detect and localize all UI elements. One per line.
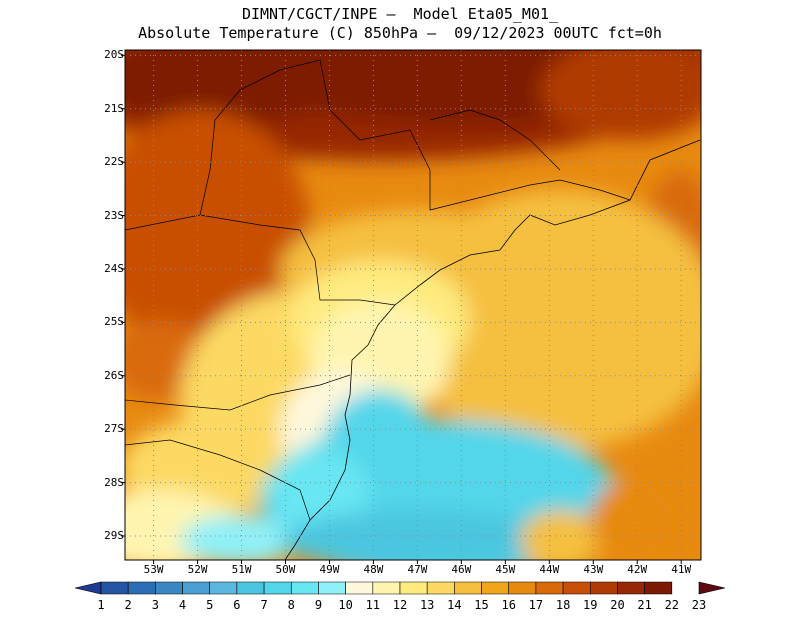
latitude-label: 24S <box>104 261 124 275</box>
colorbar-swatch <box>644 581 673 595</box>
colorbar-label: 4 <box>178 598 187 612</box>
longitude-label: 42W <box>627 563 648 576</box>
longitude-label: 48W <box>363 563 384 576</box>
latitude-label: 28S <box>104 475 124 489</box>
colorbar-swatch <box>100 581 129 595</box>
colorbar-swatch <box>372 581 401 595</box>
colorbar-swatch <box>155 581 183 595</box>
longitude-label: 49W <box>319 563 340 576</box>
axis-ticks <box>121 54 682 564</box>
longitude-label: 53W <box>143 563 164 576</box>
colorbar-swatch <box>535 581 564 595</box>
latitude-label: 21S <box>104 101 124 115</box>
latitude-label: 22S <box>104 155 124 169</box>
colorbar-swatch <box>345 581 374 595</box>
colorbar-swatch <box>236 581 265 595</box>
colorbar-label: 9 <box>314 598 323 612</box>
colorbar-label: 10 <box>338 598 353 612</box>
colorbar-swatch <box>209 581 238 595</box>
colorbar-swatch <box>508 581 537 595</box>
colorbar-label: 20 <box>610 598 625 612</box>
longitude-label: 45W <box>495 563 516 576</box>
colorbar-swatch <box>127 581 156 595</box>
colorbar-label: 2 <box>124 598 132 612</box>
colorbar-label: 16 <box>501 598 516 612</box>
longitude-label: 47W <box>407 563 428 576</box>
colorbar-swatch <box>74 581 102 595</box>
longitude-label: 50W <box>275 563 296 576</box>
latitude-label: 20S <box>104 48 124 62</box>
colorbar-swatch <box>263 581 292 595</box>
colorbar-label: 22 <box>664 598 680 612</box>
colorbar-label: 23 <box>691 598 707 612</box>
state-border <box>125 374 351 411</box>
state-border <box>429 109 561 171</box>
longitude-label: 43W <box>583 563 604 576</box>
colorbar-swatch <box>481 581 510 595</box>
colorbar-label: 8 <box>287 598 295 612</box>
colorbar-swatch <box>589 581 618 595</box>
colorbar-label: 1 <box>97 598 105 612</box>
latitude-label: 26S <box>104 368 124 382</box>
graticule <box>125 50 701 560</box>
colorbar-swatch <box>562 581 591 595</box>
colorbar-swatch <box>290 581 319 595</box>
colorbar-swatch <box>399 581 428 595</box>
latitude-label: 27S <box>104 422 124 436</box>
colorbar-label: 18 <box>555 598 571 612</box>
colorbar-swatch <box>182 581 211 595</box>
colorbar-swatch <box>617 581 645 595</box>
longitude-label: 44W <box>539 563 560 576</box>
longitude-label: 46W <box>451 563 472 576</box>
colorbar-label: 11 <box>365 598 381 612</box>
map-title-line-1: DIMNT/CGCT/INPE – Model Eta05_M01_ <box>241 5 559 23</box>
state-border <box>199 59 631 216</box>
colorbar-label: 17 <box>528 598 544 612</box>
colorbar-label: 21 <box>637 598 652 612</box>
colorbar-label: 19 <box>583 598 598 612</box>
colorbar-label: 3 <box>151 598 159 612</box>
colorbar-label: 13 <box>419 598 435 612</box>
state-border <box>125 214 396 306</box>
colorbar-swatch <box>426 581 455 595</box>
colorbar-label: 12 <box>392 598 408 612</box>
map-title-line-2: Absolute Temperature (C) 850hPa – 09/12/… <box>138 24 662 42</box>
longitude-label: 52W <box>187 563 208 576</box>
colorbar-label: 14 <box>447 598 462 612</box>
colorbar-swatch <box>698 581 726 595</box>
map-frame <box>124 49 702 561</box>
longitude-label: 41W <box>671 563 692 576</box>
latitude-label: 25S <box>104 315 124 329</box>
longitude-label: 51W <box>231 563 252 576</box>
latitude-label: 29S <box>104 528 124 542</box>
colorbar-label: 5 <box>206 598 214 612</box>
colorbar-label: 6 <box>233 598 241 612</box>
latitude-label: 23S <box>104 208 124 222</box>
colorbar-swatch <box>318 581 346 595</box>
colorbar-swatch <box>454 581 482 595</box>
colorbar-label: 7 <box>260 598 268 612</box>
colorbar-label: 15 <box>474 598 489 612</box>
state-border <box>125 439 311 521</box>
